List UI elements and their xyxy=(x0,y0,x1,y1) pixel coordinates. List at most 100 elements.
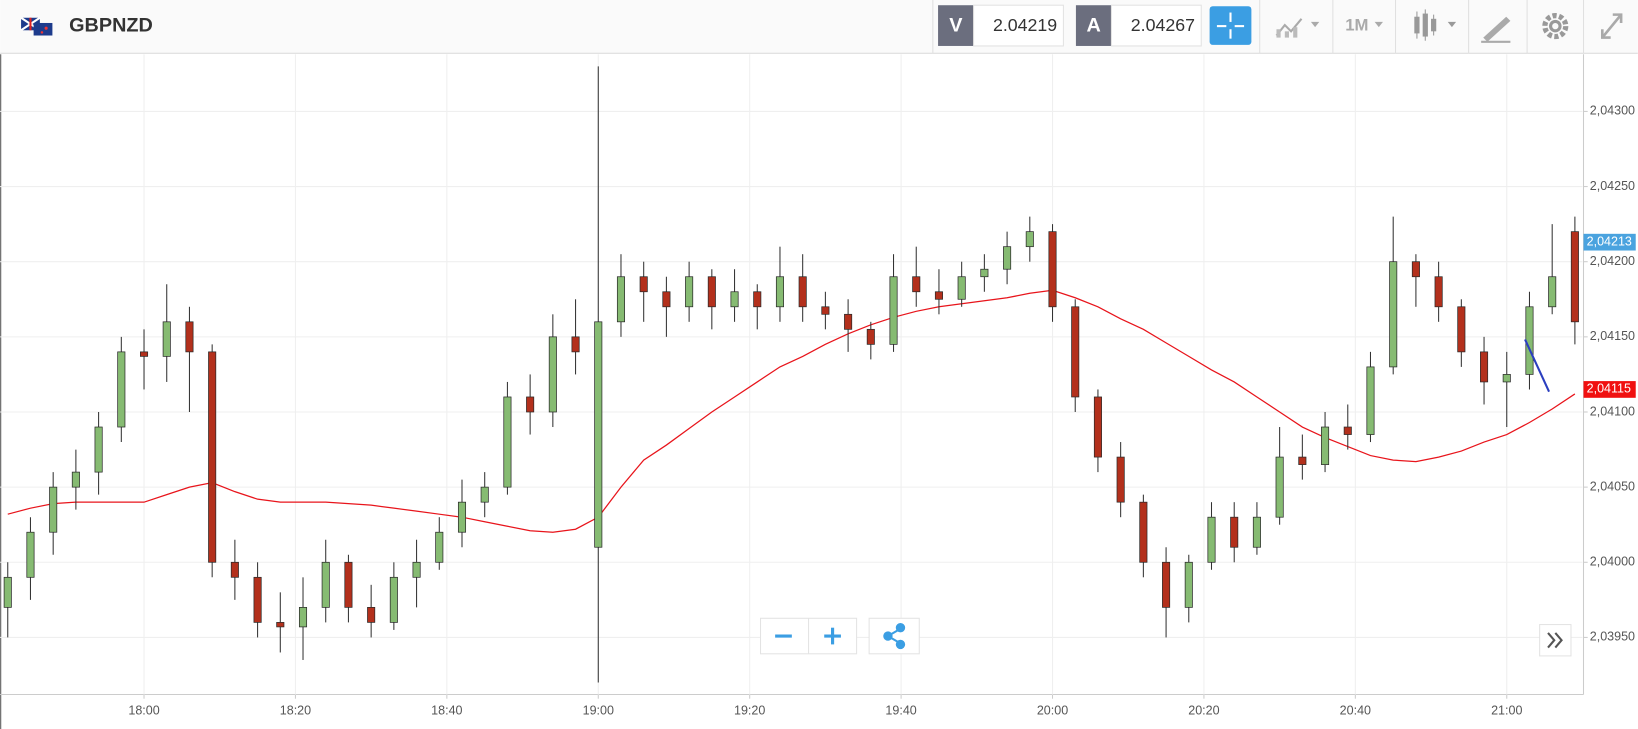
y-tick-label: 2,04300 xyxy=(1590,104,1635,118)
candle-body xyxy=(1480,351,1489,383)
x-tick-label: 19:40 xyxy=(885,704,916,718)
settings-button[interactable] xyxy=(1542,13,1569,40)
user-trendline[interactable] xyxy=(1524,338,1550,393)
candle-body xyxy=(775,276,784,308)
candle-body xyxy=(1457,306,1466,353)
price-tag xyxy=(1583,233,1636,251)
bid-button[interactable] xyxy=(938,5,974,46)
candle-body xyxy=(1321,426,1330,465)
x-tick-label: 20:40 xyxy=(1340,704,1371,718)
candle-body xyxy=(707,276,716,308)
candle-body xyxy=(594,321,603,548)
dropdown-caret xyxy=(1374,21,1383,28)
candle-body xyxy=(185,321,194,353)
x-tick-label: 18:00 xyxy=(128,704,159,718)
candle-body xyxy=(889,276,898,345)
ask-price: 2.04267 xyxy=(1131,15,1195,35)
crosshair-button[interactable] xyxy=(1209,6,1252,45)
candle-body xyxy=(298,607,308,628)
candle-body xyxy=(230,561,239,578)
candle-body xyxy=(616,276,626,323)
candle-body xyxy=(753,291,762,308)
share-button[interactable] xyxy=(883,622,906,650)
candle-body xyxy=(94,426,103,473)
crosshair-icon xyxy=(1216,12,1245,39)
candle-body xyxy=(389,576,398,623)
x-tick-label: 20:20 xyxy=(1188,704,1219,718)
candle-body xyxy=(480,486,489,503)
y-tick-label: 2,04050 xyxy=(1590,479,1635,493)
y-tick-label: 2,03950 xyxy=(1590,630,1635,644)
candle-body xyxy=(321,561,330,608)
candle-body xyxy=(730,291,739,308)
symbol: GBPNZD xyxy=(69,14,153,36)
candle-body xyxy=(1184,561,1193,608)
candle-body xyxy=(457,501,467,533)
toolbar-dividers xyxy=(1259,0,1585,54)
candle-body xyxy=(548,336,557,413)
candle-body xyxy=(866,328,875,345)
x-tick-label: 18:40 xyxy=(431,704,462,718)
x-tick-label: 19:00 xyxy=(583,704,614,718)
bid-box[interactable] xyxy=(973,4,1064,47)
candle-body xyxy=(980,268,989,278)
ask-button[interactable] xyxy=(1075,5,1112,46)
timeframe-button[interactable]: 1M xyxy=(1345,16,1368,35)
candle-body xyxy=(253,576,262,623)
candle-body xyxy=(503,396,512,488)
candle-body xyxy=(912,276,921,293)
scroll-end-button[interactable] xyxy=(1539,624,1572,657)
candle-body xyxy=(1139,501,1148,563)
zoom-in-button[interactable] xyxy=(824,627,841,645)
candle-body xyxy=(435,531,444,563)
candle-body xyxy=(1252,516,1261,548)
candle-body xyxy=(208,351,217,563)
candle-body xyxy=(1434,276,1443,308)
ask-label: A xyxy=(1087,14,1101,36)
candle-body xyxy=(1343,426,1352,435)
candle-body xyxy=(1389,261,1398,368)
candle-body xyxy=(49,486,58,533)
candle-body xyxy=(1275,456,1284,518)
price-tag-label: 2,04213 xyxy=(1587,234,1632,248)
candle-body xyxy=(934,291,943,300)
candle-body xyxy=(26,531,35,578)
y-tick-label: 2,04150 xyxy=(1590,329,1635,343)
candle-body xyxy=(685,276,694,308)
candle-body xyxy=(1048,231,1057,308)
candle-body xyxy=(71,471,80,488)
y-tick-label: 2,04200 xyxy=(1590,254,1635,268)
candle-body xyxy=(957,276,966,300)
x-tick-label: 20:00 xyxy=(1037,704,1068,718)
candle-body xyxy=(3,576,12,608)
price-tag-label: 2,04115 xyxy=(1587,382,1631,396)
ask-box[interactable] xyxy=(1110,4,1202,47)
indicator-button[interactable] xyxy=(1275,18,1320,38)
candle-body xyxy=(526,396,535,413)
candle-body xyxy=(571,336,580,353)
candle-body xyxy=(412,561,421,578)
candle-body xyxy=(798,276,807,308)
candle-body xyxy=(1207,516,1216,563)
candle-body xyxy=(1366,366,1375,435)
candle-body xyxy=(821,306,830,315)
draw-button[interactable] xyxy=(1481,16,1511,43)
candle-body xyxy=(662,291,671,308)
x-tick-label: 19:20 xyxy=(734,704,765,718)
y-tick-label: 2,04250 xyxy=(1590,179,1635,193)
share-box xyxy=(868,617,920,655)
chart-type-button[interactable] xyxy=(1414,9,1457,41)
candle-body xyxy=(367,607,376,623)
candle-body xyxy=(1230,516,1239,548)
candle-body xyxy=(844,313,853,330)
fullscreen-button[interactable] xyxy=(1601,13,1623,39)
candle-body xyxy=(1548,276,1557,308)
bid-price: 2.04219 xyxy=(993,15,1057,35)
zoom-controls xyxy=(759,617,920,655)
x-tick-label: 18:20 xyxy=(280,704,311,718)
candle-body xyxy=(1502,374,1511,383)
candle-body xyxy=(1525,306,1534,375)
candle-body xyxy=(344,561,353,608)
